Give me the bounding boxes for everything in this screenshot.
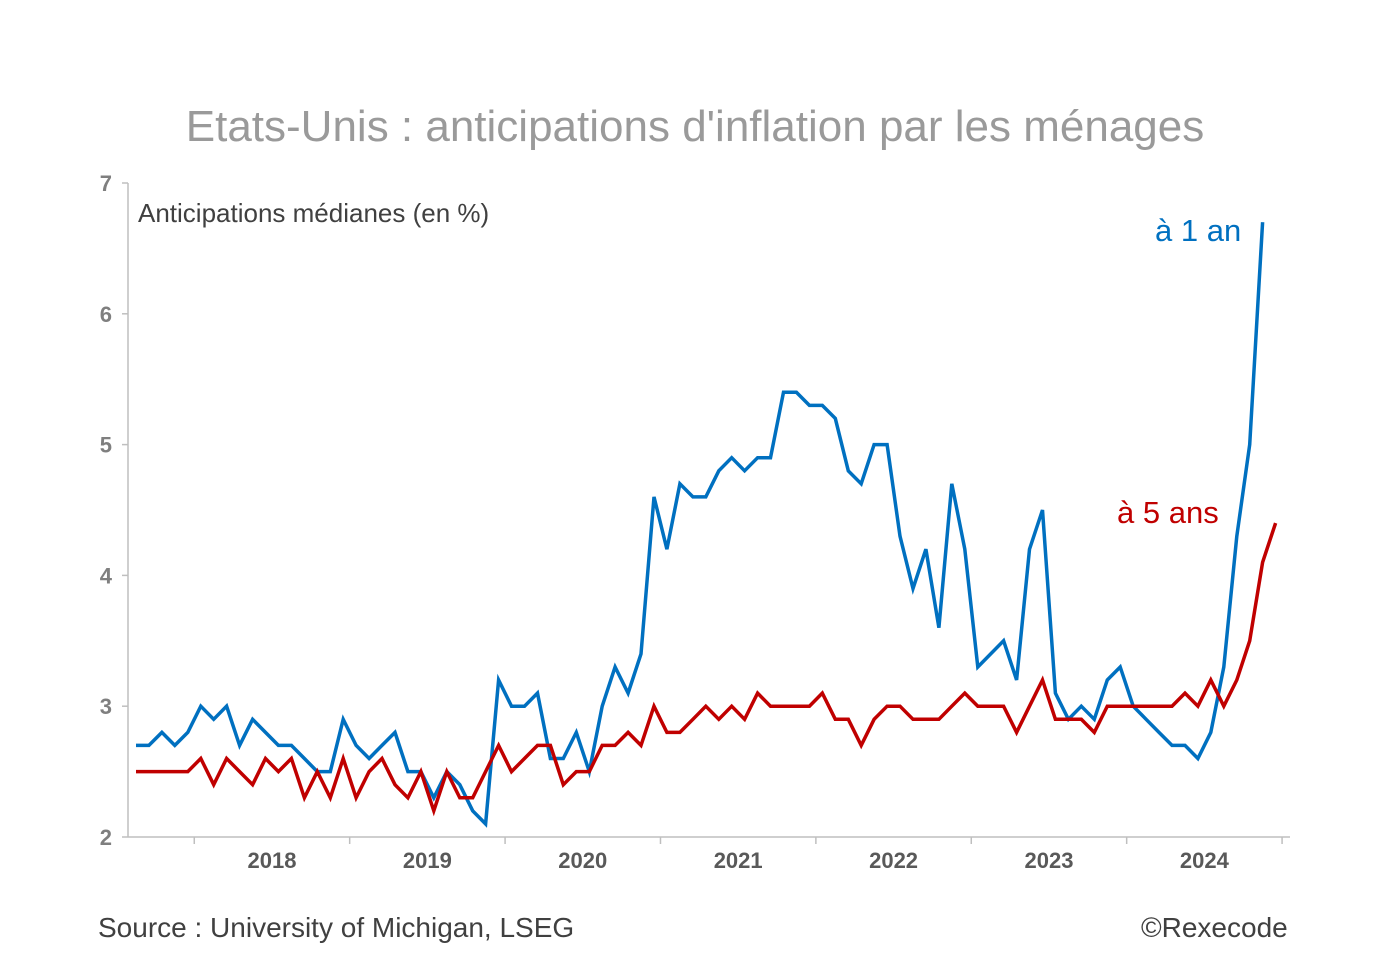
y-tick-label: 7 [100, 171, 112, 196]
x-axis-ticks: 2018 2019 2020 2021 2022 2023 2024 [193, 837, 1283, 873]
copyright-note: ©Rexecode [1141, 912, 1288, 943]
x-tick-label: 2021 [714, 848, 763, 873]
chart-subtitle: Anticipations médianes (en %) [138, 198, 490, 228]
x-tick-label: 2018 [247, 848, 296, 873]
y-axis-ticks: 2 3 4 5 6 7 [100, 171, 128, 850]
y-tick-label: 4 [100, 563, 113, 588]
series-line-5-ans [136, 522, 1278, 817]
y-tick-label: 3 [100, 694, 112, 719]
y-tick-label: 5 [100, 433, 112, 458]
series-label-1-an: à 1 an [1155, 213, 1242, 248]
chart-title: Etats-Unis : anticipations d'inflation p… [185, 102, 1205, 151]
series-line-1-an [136, 222, 1265, 828]
x-tick-label: 2019 [403, 848, 452, 873]
series-label-5-ans: à 5 ans [1117, 495, 1219, 530]
y-tick-label: 6 [100, 302, 112, 327]
x-tick-label: 2022 [869, 848, 918, 873]
x-tick-label: 2023 [1024, 848, 1073, 873]
x-tick-label: 2020 [558, 848, 607, 873]
y-tick-label: 2 [100, 825, 112, 850]
x-tick-label: 2024 [1180, 848, 1230, 873]
series-lines [136, 222, 1278, 828]
chart-axes [127, 183, 1290, 838]
source-note: Source : University of Michigan, LSEG [98, 912, 575, 943]
